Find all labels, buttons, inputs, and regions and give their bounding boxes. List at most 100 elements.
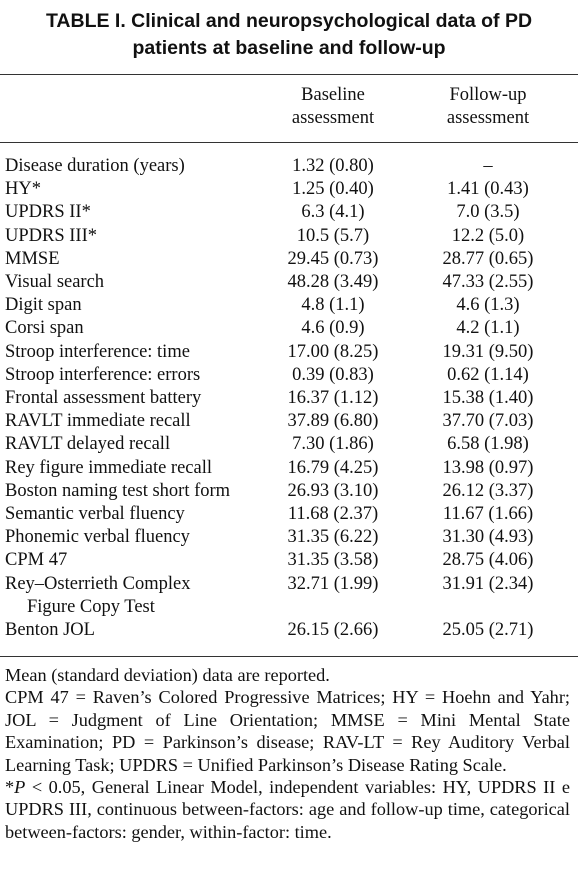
- baseline-value: 31.35 (6.22): [287, 527, 379, 548]
- table-row: Visual search 48.28 (3.49) 47.33 (2.55): [5, 271, 573, 294]
- followup-value: 37.70 (7.03): [442, 411, 534, 432]
- baseline-value: 26.93 (3.10): [287, 480, 379, 501]
- baseline-value: 37.89 (6.80): [287, 411, 379, 432]
- baseline-header-line1: Baseline: [301, 85, 365, 105]
- table-row: Benton JOL 26.15 (2.66) 25.05 (2.71): [5, 619, 573, 642]
- followup-value: 13.98 (0.97): [442, 457, 534, 478]
- followup-value: 4.6 (1.3): [456, 295, 520, 316]
- table-notes: Mean (standard deviation) data are repor…: [5, 664, 570, 843]
- baseline-header-line2: assessment: [291, 108, 375, 128]
- table-row: Digit span 4.8 (1.1) 4.6 (1.3): [5, 294, 573, 317]
- baseline-value: 11.68 (2.37): [287, 504, 379, 524]
- followup-value: 28.75 (4.06): [442, 550, 534, 571]
- baseline-value: 16.37 (1.12): [287, 388, 379, 408]
- row-label: Stroop interference: errors: [5, 364, 201, 385]
- notes-abbreviations: CPM 47 = Raven’s Colored Progressive Mat…: [5, 687, 570, 775]
- notes-mean-sd: Mean (standard deviation) data are repor…: [5, 665, 330, 685]
- followup-value: 12.2 (5.0): [451, 225, 525, 246]
- table-row: Corsi span 4.6 (0.9) 4.2 (1.1): [5, 317, 573, 340]
- table-row: Stroop interference: errors 0.39 (0.83) 0.…: [5, 364, 573, 387]
- table-title: TABLE I. Clinical and neuropsychological…: [0, 8, 578, 62]
- row-label: UPDRS III*: [5, 225, 97, 246]
- followup-header-line2: assessment: [446, 108, 530, 128]
- followup-value: 31.30 (4.93): [442, 527, 534, 548]
- table-title-line1: TABLE I. Clinical and neuropsychological…: [45, 10, 533, 32]
- row-label: Rey figure immediate recall: [5, 457, 213, 478]
- followup-value: 7.0 (3.5): [456, 202, 520, 223]
- baseline-value: 6.3 (4.1): [301, 202, 365, 223]
- baseline-value: 17.00 (8.25): [287, 341, 379, 362]
- followup-value: 6.58 (1.98): [447, 434, 529, 455]
- table-row: Semantic verbal fluency 11.68 (2.37) 11.67…: [5, 503, 573, 526]
- row-label: Disease duration (years): [5, 156, 185, 176]
- footnote-asterisk: *: [5, 777, 15, 798]
- row-label: RAVLT immediate recall: [5, 411, 191, 432]
- followup-value: 31.91 (2.34): [442, 573, 534, 594]
- footnote-text: < 0.05, General Linear Model, independen…: [5, 777, 570, 842]
- table-row: RAVLT delayed recall 7.30 (1.86) 6.58 (1.9…: [5, 433, 573, 456]
- row-label: CPM 47: [5, 550, 68, 571]
- table-row: RAVLT immediate recall 37.89 (6.80) 37.70 …: [5, 410, 573, 433]
- table-row: Phonemic verbal fluency 31.35 (6.22) 31.30…: [5, 526, 573, 549]
- followup-value: 19.31 (9.50): [442, 341, 534, 362]
- row-label: Benton JOL: [5, 620, 95, 640]
- table-title-line2: patients at baseline and follow-up: [132, 37, 446, 59]
- row-label: Stroop interference: time: [5, 341, 190, 362]
- footnote-p-symbol: P: [14, 777, 26, 798]
- baseline-value: 1.25 (0.40): [292, 179, 374, 200]
- row-label: Corsi span: [5, 318, 84, 339]
- row-label: HY*: [5, 179, 41, 200]
- baseline-value: 0.39 (0.83): [292, 364, 374, 385]
- followup-header-line1: Follow-up: [449, 85, 527, 105]
- table-row: Disease duration (years) 1.32 (0.80) –: [5, 155, 573, 178]
- baseline-value: 26.15 (2.66): [287, 620, 379, 640]
- followup-value: 15.38 (1.40): [442, 388, 534, 408]
- table-row: Frontal assessment battery 16.37 (1.12) 15…: [5, 387, 573, 410]
- table-row: UPDRS II* 6.3 (4.1) 7.0 (3.5): [5, 201, 573, 224]
- row-label: RAVLT delayed recall: [5, 434, 171, 455]
- baseline-value: 48.28 (3.49): [287, 272, 379, 292]
- row-label-continued: Figure Copy Test: [27, 596, 155, 617]
- notes-footnote: *P < 0.05, General Linear Model, indepen…: [5, 776, 570, 843]
- baseline-value: 7.30 (1.86): [292, 434, 374, 455]
- row-label: Frontal assessment battery: [5, 388, 202, 408]
- row-label: Phonemic verbal fluency: [5, 527, 190, 548]
- followup-value: 25.05 (2.71): [442, 620, 534, 640]
- table-row: HY* 1.25 (0.40) 1.41 (0.43): [5, 178, 573, 201]
- row-label: MMSE: [5, 248, 60, 269]
- followup-column-header: Follow-up assessment: [418, 84, 558, 130]
- followup-value: 28.77 (0.65): [442, 248, 534, 269]
- row-label: UPDRS II*: [5, 202, 91, 223]
- table-row: Boston naming test short form 26.93 (3.10…: [5, 480, 573, 503]
- row-label: Boston naming test short form: [5, 480, 231, 501]
- table-row: UPDRS III* 10.5 (5.7) 12.2 (5.0): [5, 225, 573, 248]
- table-row: Stroop interference: time 17.00 (8.25) 19.…: [5, 341, 573, 364]
- baseline-value: 10.5 (5.7): [296, 225, 370, 246]
- baseline-value: 4.8 (1.1): [301, 295, 365, 316]
- followup-value: 11.67 (1.66): [442, 504, 534, 524]
- row-label: Semantic verbal fluency: [5, 504, 185, 524]
- top-rule: [0, 74, 578, 75]
- followup-value: –: [483, 156, 493, 176]
- bottom-rule: [0, 656, 578, 657]
- row-label: Digit span: [5, 295, 82, 316]
- followup-value: 26.12 (3.37): [442, 480, 534, 501]
- followup-value: 47.33 (2.55): [442, 272, 534, 292]
- baseline-value: 4.6 (0.9): [301, 318, 365, 339]
- followup-value: 0.62 (1.14): [447, 364, 529, 385]
- followup-value: 1.41 (0.43): [447, 179, 529, 200]
- table-row: Rey figure immediate recall 16.79 (4.25) 1…: [5, 457, 573, 480]
- baseline-value: 29.45 (0.73): [287, 248, 379, 269]
- table-row: MMSE 29.45 (0.73) 28.77 (0.65): [5, 248, 573, 271]
- baseline-value: 1.32 (0.80): [292, 156, 374, 176]
- row-label: Rey–Osterrieth Complex: [5, 573, 191, 594]
- row-label: Visual search: [5, 272, 105, 292]
- table-row: Rey–Osterrieth Complex Figure Copy Test 32…: [5, 573, 573, 617]
- baseline-value: 31.35 (3.58): [287, 550, 379, 571]
- header-rule: [0, 142, 578, 143]
- table-row: CPM 47 31.35 (3.58) 28.75 (4.06): [5, 549, 573, 572]
- followup-value: 4.2 (1.1): [456, 318, 520, 339]
- baseline-value: 32.71 (1.99): [287, 573, 379, 594]
- baseline-column-header: Baseline assessment: [263, 84, 403, 130]
